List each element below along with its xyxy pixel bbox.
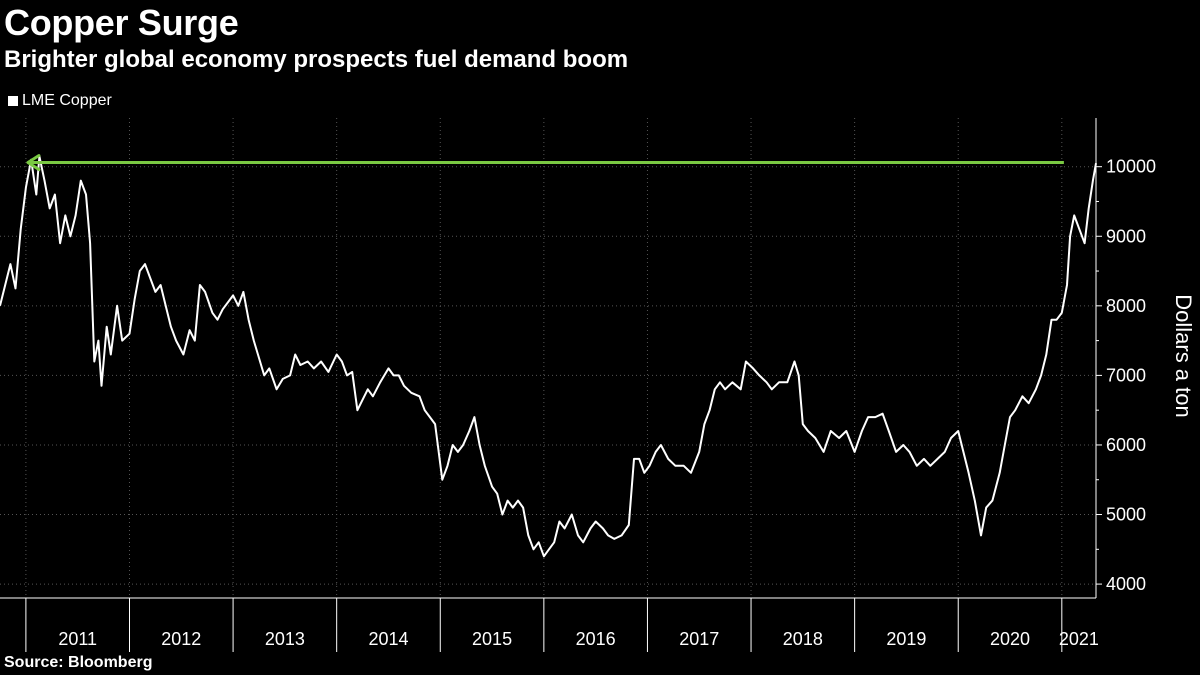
- y-tick-label: 8000: [1106, 296, 1146, 316]
- y-tick-label: 9000: [1106, 226, 1146, 246]
- series-line-lme-copper: [0, 155, 1097, 558]
- source-label: Source: Bloomberg: [4, 654, 153, 671]
- x-tick-label: 2020: [990, 629, 1030, 649]
- legend: LME Copper: [8, 92, 112, 110]
- y-tick-label: 5000: [1106, 505, 1146, 525]
- legend-label: LME Copper: [22, 92, 112, 109]
- chart-title: Copper Surge: [4, 2, 239, 43]
- x-tick-label: 2019: [886, 629, 926, 649]
- x-tick-label: 2021: [1059, 629, 1099, 649]
- y-tick-label: 4000: [1106, 574, 1146, 594]
- y-tick-label: 10000: [1106, 157, 1156, 177]
- x-tick-label: 2012: [161, 629, 201, 649]
- chart-subtitle: Brighter global economy prospects fuel d…: [4, 46, 629, 73]
- x-tick-label: 2011: [58, 629, 97, 649]
- y-tick-label: 7000: [1106, 365, 1146, 385]
- x-tick-label: 2014: [368, 629, 408, 649]
- x-tick-label: 2018: [783, 629, 823, 649]
- x-tick-label: 2013: [265, 629, 305, 649]
- y-tick-label: 6000: [1106, 435, 1146, 455]
- x-tick-label: 2017: [679, 629, 719, 649]
- legend-swatch: [8, 96, 18, 106]
- y-axis-title: Dollars a ton: [1171, 294, 1196, 418]
- x-tick-label: 2015: [472, 629, 512, 649]
- annotation-arrow-head: [26, 154, 41, 172]
- x-tick-label: 2016: [576, 629, 616, 649]
